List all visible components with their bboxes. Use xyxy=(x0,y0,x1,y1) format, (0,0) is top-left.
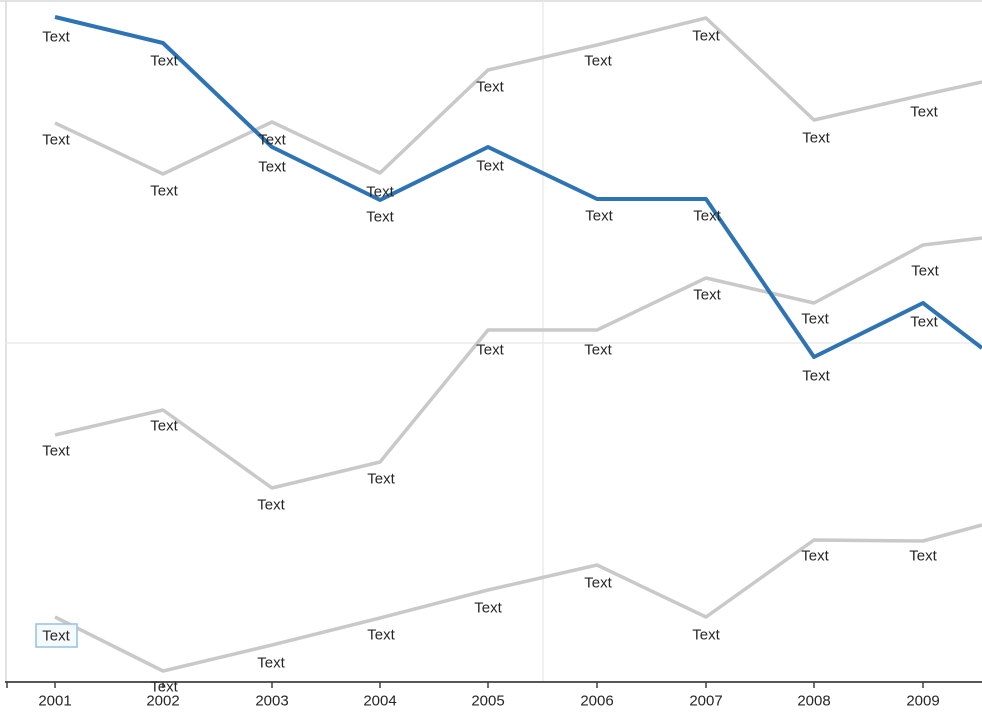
x-axis-label-2005: 2005 xyxy=(471,693,504,710)
point-label-gray-line-top-2006[interactable]: Text xyxy=(584,53,612,70)
point-label-gray-line-top-2001[interactable]: Text xyxy=(42,132,70,149)
point-label-blue-line-highlighted-2005[interactable]: Text xyxy=(476,158,504,175)
point-label-gray-line-middle-2002[interactable]: Text xyxy=(150,418,178,435)
point-label-gray-line-bottom-2009[interactable]: Text xyxy=(909,548,937,565)
x-axis-label-2008: 2008 xyxy=(797,693,830,710)
point-label-gray-line-top-2004[interactable]: Text xyxy=(366,184,394,201)
x-axis-label-2007: 2007 xyxy=(689,693,722,710)
point-label-gray-line-bottom-2003[interactable]: Text xyxy=(257,655,285,672)
point-label-gray-line-top-2002[interactable]: Text xyxy=(150,183,178,200)
point-label-gray-line-bottom-2008[interactable]: Text xyxy=(801,548,829,565)
point-label-blue-line-highlighted-2006[interactable]: Text xyxy=(585,208,613,225)
point-label-gray-line-middle-2005[interactable]: Text xyxy=(476,342,504,359)
x-axis-label-2002: 2002 xyxy=(146,693,179,710)
point-label-gray-line-bottom-2005[interactable]: Text xyxy=(474,600,502,617)
x-axis-label-2001: 2001 xyxy=(38,693,71,710)
point-label-gray-line-middle-2009[interactable]: Text xyxy=(911,263,939,280)
point-label-gray-line-bottom-2002[interactable]: Text xyxy=(150,679,178,696)
selected-label-box[interactable] xyxy=(35,623,78,648)
point-label-gray-line-top-2003[interactable]: Text xyxy=(258,132,286,149)
point-label-gray-line-top-2005[interactable]: Text xyxy=(476,79,504,96)
x-axis-label-2006: 2006 xyxy=(580,693,613,710)
point-label-gray-line-bottom-2004[interactable]: Text xyxy=(367,627,395,644)
point-label-gray-line-middle-2004[interactable]: Text xyxy=(367,471,395,488)
x-axis-label-2009: 2009 xyxy=(906,693,939,710)
point-label-gray-line-top-2008[interactable]: Text xyxy=(802,130,830,147)
point-label-blue-line-highlighted-2009[interactable]: Text xyxy=(910,314,938,331)
point-label-gray-line-bottom-2006[interactable]: Text xyxy=(584,575,612,592)
point-label-gray-line-middle-2006[interactable]: Text xyxy=(584,342,612,359)
line-series-gray-line-middle[interactable] xyxy=(54,236,982,490)
point-label-gray-line-middle-2001[interactable]: Text xyxy=(42,443,70,460)
point-label-blue-line-highlighted-2003[interactable]: Text xyxy=(258,159,286,176)
x-axis-label-2004: 2004 xyxy=(363,693,396,710)
point-label-blue-line-highlighted-2007[interactable]: Text xyxy=(693,208,721,225)
point-label-gray-line-middle-2003[interactable]: Text xyxy=(257,497,285,514)
point-label-blue-line-highlighted-2002[interactable]: Text xyxy=(150,53,178,70)
point-label-gray-line-middle-2008[interactable]: Text xyxy=(801,311,829,328)
point-label-blue-line-highlighted-2001[interactable]: Text xyxy=(42,29,70,46)
point-label-blue-line-highlighted-2008[interactable]: Text xyxy=(802,368,830,385)
x-axis-label-2003: 2003 xyxy=(255,693,288,710)
line-series-gray-line-bottom[interactable] xyxy=(54,523,982,673)
selected-point-label-gray-line-bottom-2001[interactable]: Text xyxy=(42,628,70,645)
point-label-gray-line-middle-2007[interactable]: Text xyxy=(693,287,721,304)
point-label-gray-line-top-2007[interactable]: Text xyxy=(692,28,720,45)
line-series-gray-line-top[interactable] xyxy=(54,16,982,176)
point-label-gray-line-top-2009[interactable]: Text xyxy=(910,104,938,121)
point-label-blue-line-highlighted-2004[interactable]: Text xyxy=(366,209,394,226)
point-label-gray-line-bottom-2007[interactable]: Text xyxy=(692,627,720,644)
line-series-blue-line-highlighted[interactable] xyxy=(54,15,982,359)
